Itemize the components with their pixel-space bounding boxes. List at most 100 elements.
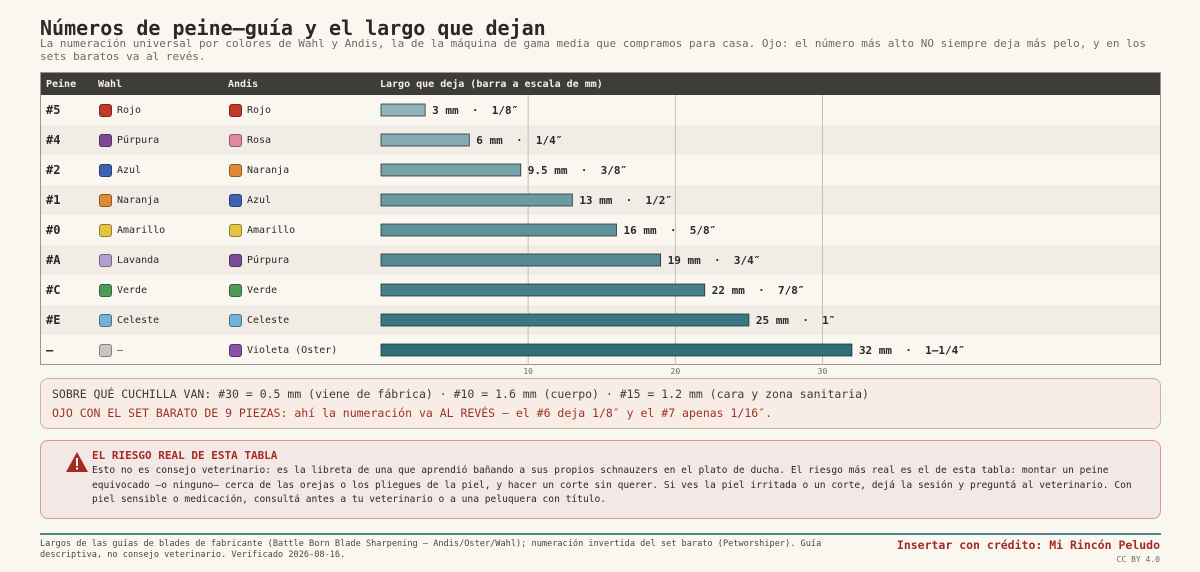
table-row: #5 Rojo Rojo: [41, 95, 1160, 125]
comb-number: #0: [46, 223, 61, 237]
bar: [380, 103, 426, 117]
andis-color-cell: Rojo: [229, 95, 271, 125]
cheap-set-warning-text: OJO CON EL SET BARATO DE 9 PIEZAS: ahí l…: [52, 406, 773, 420]
wahl-color-swatch: [99, 313, 112, 327]
bar: [380, 133, 470, 147]
andis-color-swatch: [229, 103, 242, 117]
comb-number: #E: [46, 313, 61, 327]
andis-color-name: Celeste: [247, 314, 290, 326]
x-tick-label: 30: [817, 367, 828, 376]
wahl-color-swatch: [99, 223, 112, 237]
wahl-color-cell: Verde: [99, 275, 147, 305]
andis-color-cell: Púrpura: [229, 245, 289, 275]
bar-value-label: 6 mm · 1/4″: [476, 134, 562, 147]
andis-color-swatch: [229, 283, 242, 297]
wahl-color-name: Púrpura: [117, 134, 160, 146]
x-tick-label: 10: [523, 367, 533, 376]
table-row: #C Verde Verde: [41, 275, 1160, 305]
wahl-color-name: Lavanda: [117, 254, 160, 266]
wahl-color-name: Verde: [117, 284, 148, 296]
andis-color-name: Amarillo: [247, 224, 296, 236]
wahl-color-swatch: [99, 163, 112, 177]
andis-color-name: Púrpura: [247, 254, 290, 266]
andis-color-cell: Rosa: [229, 125, 271, 155]
wahl-color-name: Celeste: [117, 314, 160, 326]
risk-callout: EL RIESGO REAL DE ESTA TABLA Esto no es …: [40, 440, 1161, 519]
bar: [380, 283, 706, 297]
page-title: Números de peine–guía y el largo que dej…: [40, 16, 546, 40]
comb-number: #A: [46, 253, 61, 267]
wahl-color-swatch: [99, 193, 112, 207]
andis-color-swatch: [229, 193, 242, 207]
andis-color-swatch: [229, 253, 242, 267]
wahl-color-cell: Lavanda: [99, 245, 159, 275]
bar: [380, 193, 573, 207]
header-andis: Andis: [228, 79, 259, 90]
andis-color-name: Naranja: [247, 164, 290, 176]
andis-color-cell: Verde: [229, 275, 277, 305]
wahl-color-cell: Naranja: [99, 185, 159, 215]
wahl-color-cell: Rojo: [99, 95, 141, 125]
comb-number: #C: [46, 283, 61, 297]
bar-plot-area: 3 mm · 1/8″ 6 mm · 1/4″ 9.5 mm · 3/8″ 13 mm…: [380, 95, 1161, 376]
risk-title: EL RIESGO REAL DE ESTA TABLA: [92, 449, 278, 462]
wahl-color-cell: Amarillo: [99, 215, 165, 245]
bar-value-label: 3 mm · 1/8″: [432, 104, 518, 117]
wahl-color-name: Naranja: [117, 194, 160, 206]
table-row: #4 Púrpura Rosa: [41, 125, 1160, 155]
andis-color-cell: Amarillo: [229, 215, 295, 245]
comb-table: Peine Wahl Andis Largo que deja (barra a…: [40, 72, 1161, 376]
wahl-color-name: Amarillo: [117, 224, 166, 236]
blade-info-text: SOBRE QUÉ CUCHILLA VAN: #30 = 0.5 mm (vi…: [52, 387, 869, 401]
table-row: #2 Azul Naranja: [41, 155, 1160, 185]
andis-color-name: Rojo: [247, 104, 272, 116]
header-wahl: Wahl: [98, 79, 123, 90]
footer-license: CC BY 4.0: [1116, 555, 1160, 564]
andis-color-name: Verde: [247, 284, 278, 296]
page-subtitle: La numeración universal por colores de W…: [40, 37, 1146, 63]
wahl-color-swatch: [99, 133, 112, 147]
bar: [380, 313, 750, 327]
table-row: #1 Naranja Azul: [41, 185, 1160, 215]
risk-text: Esto no es consejo veterinario: es la li…: [92, 465, 1132, 505]
bar: [380, 223, 617, 237]
bar-value-label: 9.5 mm · 3/8″: [528, 164, 627, 177]
wahl-color-cell: Celeste: [99, 305, 159, 335]
wahl-color-swatch: [99, 103, 112, 117]
andis-color-cell: Naranja: [229, 155, 289, 185]
wahl-color-name: —: [117, 344, 124, 356]
andis-color-swatch: [229, 313, 242, 327]
bar: [380, 343, 853, 357]
bar-value-label: 32 mm · 1–1/4″: [859, 344, 965, 357]
comb-number: #1: [46, 193, 61, 207]
bar-value-label: 16 mm · 5/8″: [623, 224, 716, 237]
x-tick-label: 20: [670, 367, 681, 376]
andis-color-cell: Celeste: [229, 305, 289, 335]
andis-color-swatch: [229, 163, 242, 177]
bar-value-label: 22 mm · 7/8″: [712, 284, 805, 297]
wahl-color-cell: Púrpura: [99, 125, 159, 155]
bar-value-label: 19 mm · 3/4″: [668, 254, 761, 267]
bar-value-label: 13 mm · 1/2″: [579, 194, 672, 207]
andis-color-swatch: [229, 133, 242, 147]
table-row: #0 Amarillo Amarillo: [41, 215, 1160, 245]
andis-color-cell: Azul: [229, 185, 271, 215]
comb-number: #4: [46, 133, 61, 147]
wahl-color-swatch: [99, 283, 112, 297]
wahl-color-swatch: [99, 343, 112, 357]
warning-triangle-icon: [66, 452, 88, 472]
bar: [380, 163, 522, 177]
footer-credit: Insertar con crédito: Mi Rincón Peludo: [896, 538, 1160, 552]
andis-color-cell: Violeta (Oster): [229, 335, 337, 365]
bar-chart: 3 mm · 1/8″ 6 mm · 1/4″ 9.5 mm · 3/8″ 13 mm…: [380, 95, 965, 365]
bar-value-label: 25 mm · 1″: [756, 314, 835, 327]
andis-color-swatch: [229, 223, 242, 237]
andis-color-name: Azul: [247, 194, 272, 206]
footer-sources: Largos de las guías de blades de fabrica…: [40, 539, 822, 560]
footer-divider: [40, 533, 1161, 535]
table-row: — — Violeta (Oster): [41, 335, 1160, 365]
wahl-color-swatch: [99, 253, 112, 267]
wahl-color-name: Rojo: [117, 104, 142, 116]
header-bar: Largo que deja (barra a escala de mm): [380, 79, 603, 90]
wahl-color-cell: —: [99, 335, 123, 365]
